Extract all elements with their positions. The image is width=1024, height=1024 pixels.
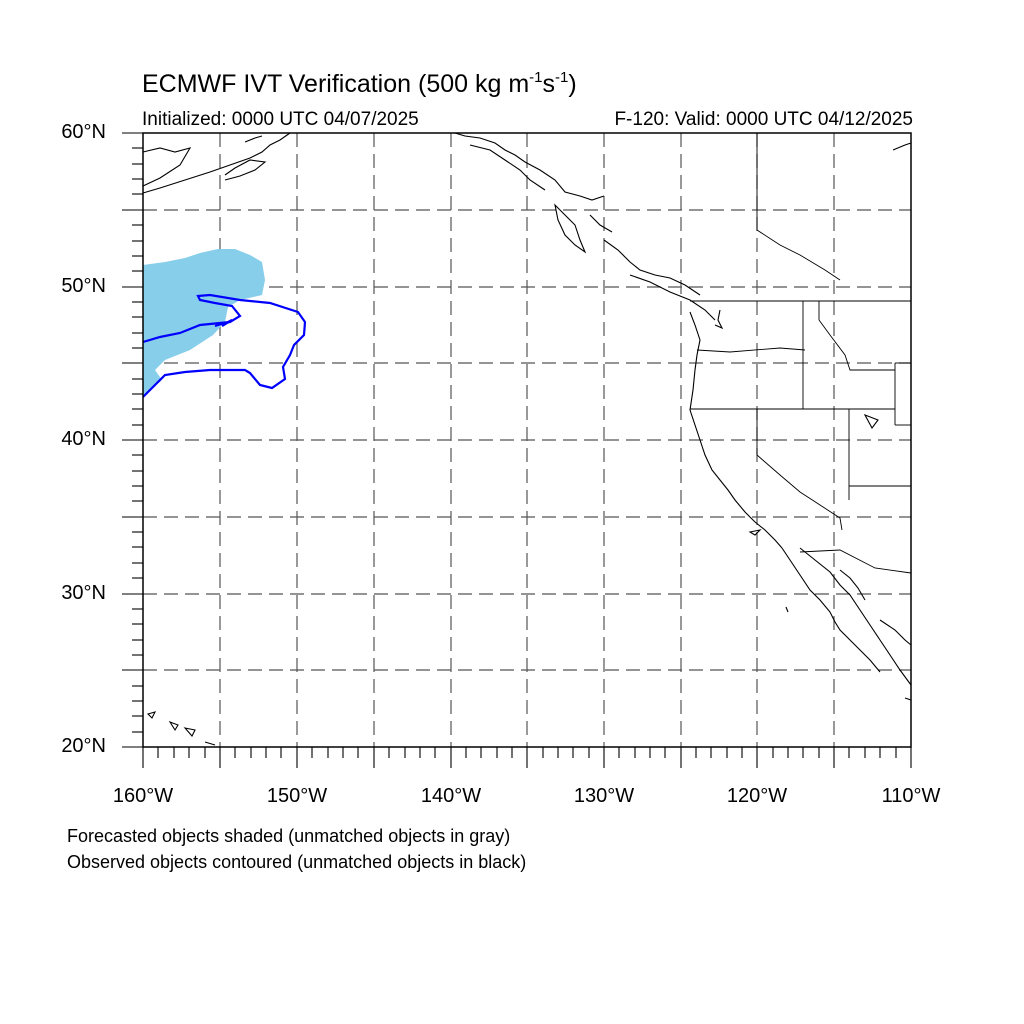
title-exponent-2: -1 xyxy=(555,69,569,86)
gridlines xyxy=(143,133,911,747)
observed-ivt-contour-inner xyxy=(214,319,233,328)
lat-label-30n: 30°N xyxy=(61,582,106,604)
legend-observed-note: Observed objects contoured (unmatched ob… xyxy=(67,852,527,872)
legend-forecast-note: Forecasted objects shaded (unmatched obj… xyxy=(67,826,511,846)
lat-label-40n: 40°N xyxy=(61,428,106,450)
tick-marks xyxy=(122,132,912,768)
title-close: ) xyxy=(568,70,577,98)
lon-label-150w: 150°W xyxy=(266,785,328,807)
lon-label-110w: 110°W xyxy=(881,785,941,807)
title-unit-s: s xyxy=(542,70,556,98)
lon-label-120w: 120°W xyxy=(726,785,788,807)
forecast-ivt-object xyxy=(143,249,265,395)
valid-time: F-120: Valid: 0000 UTC 04/12/2025 xyxy=(614,109,913,130)
lon-label-140w: 140°W xyxy=(420,785,482,807)
state-borders xyxy=(690,133,912,574)
initialized-time: Initialized: 0000 UTC 04/07/2025 xyxy=(142,109,419,130)
title-main: ECMWF IVT Verification (500 kg m xyxy=(142,70,530,98)
lat-label-50n: 50°N xyxy=(61,275,106,297)
title-exponent-1: -1 xyxy=(529,69,543,86)
lon-label-160w: 160°W xyxy=(112,785,174,807)
lat-label-60n: 60°N xyxy=(61,121,106,143)
coastlines xyxy=(142,132,912,746)
lon-label-130w: 130°W xyxy=(573,785,635,807)
map-title: ECMWF IVT Verification (500 kg m-1s-1) xyxy=(142,69,577,99)
lat-label-20n: 20°N xyxy=(61,735,106,757)
observed-ivt-contour xyxy=(142,293,307,398)
